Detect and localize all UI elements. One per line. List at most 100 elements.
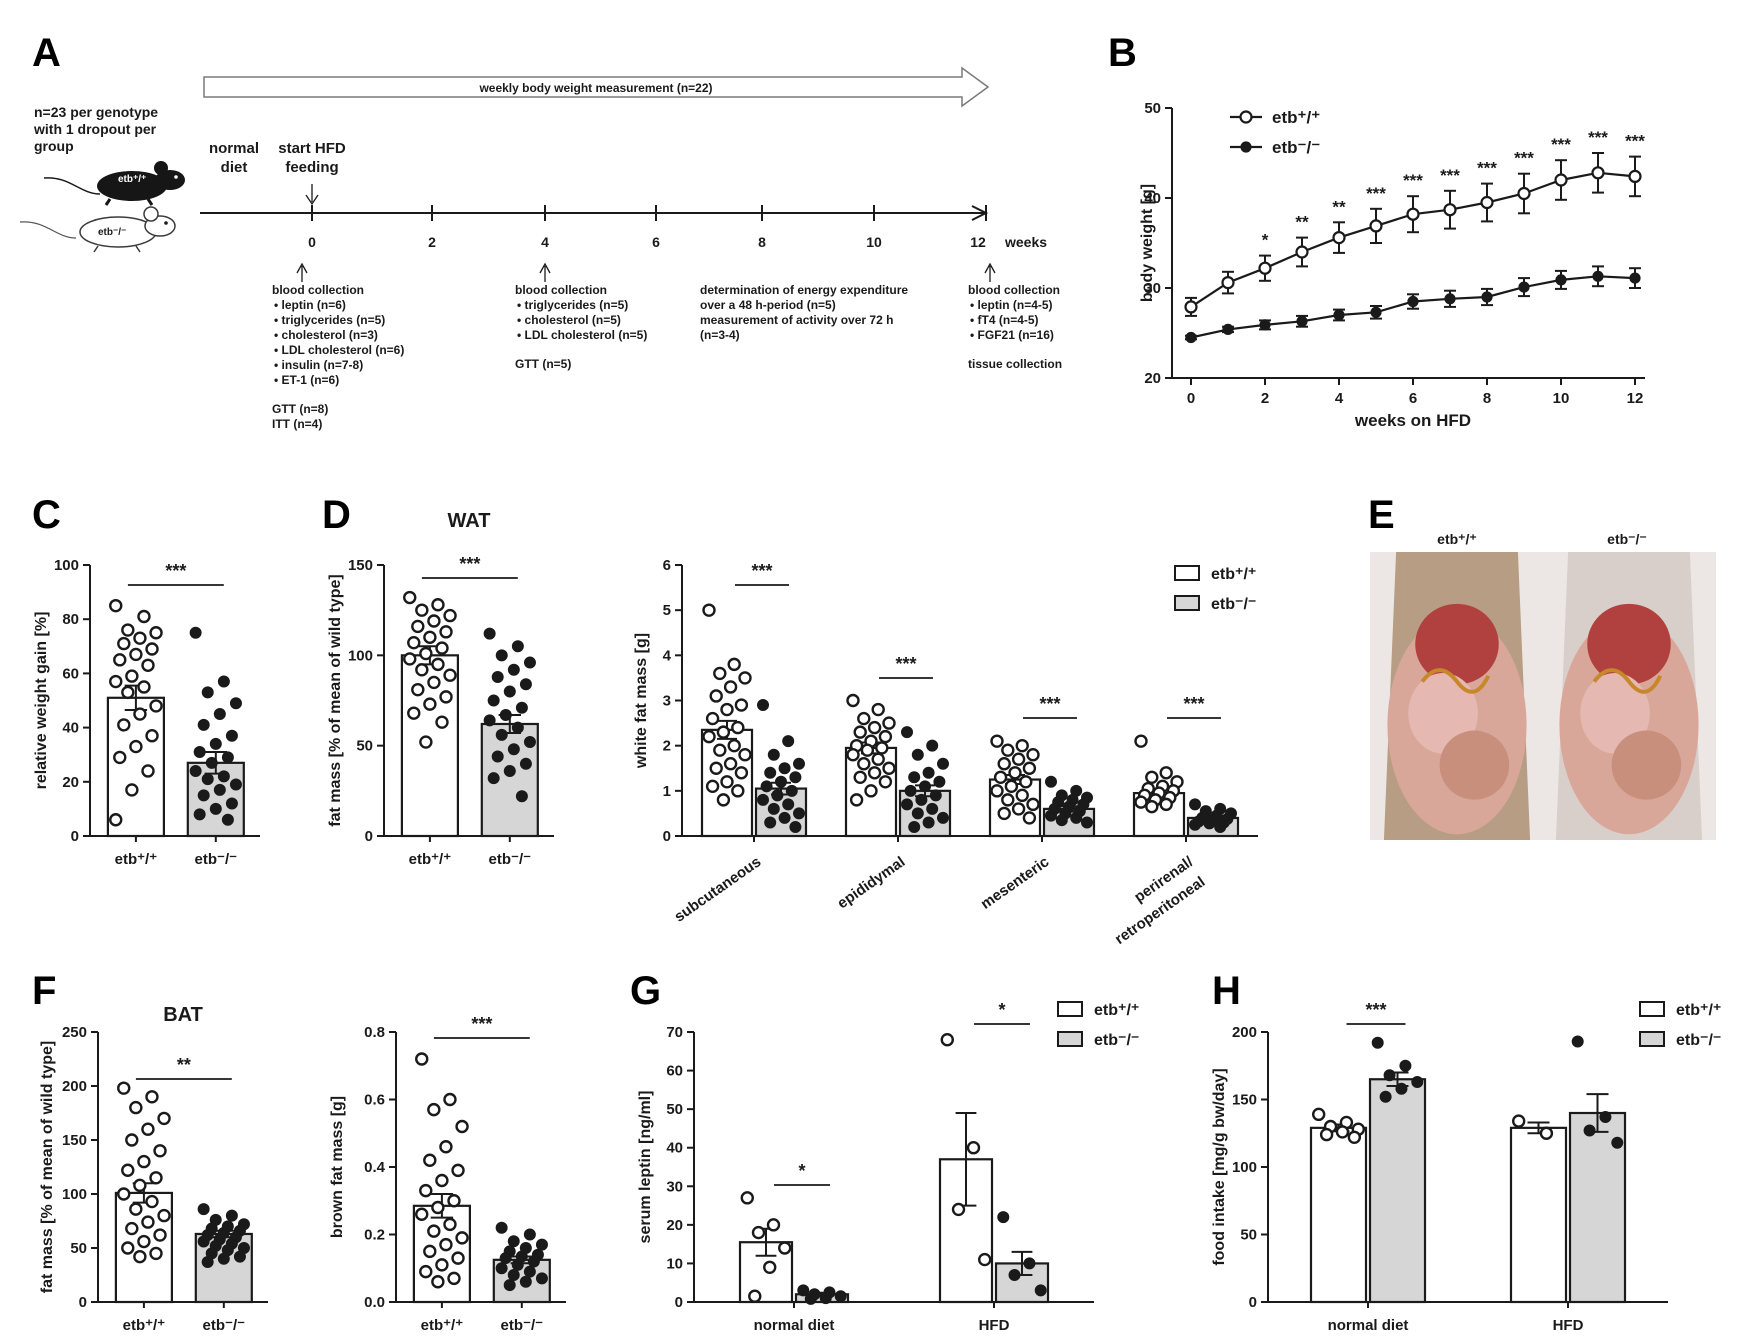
timeline-up-arrows bbox=[297, 264, 995, 282]
data-point bbox=[880, 731, 891, 742]
data-point bbox=[508, 1236, 519, 1247]
data-point bbox=[1020, 776, 1031, 787]
data-point bbox=[230, 698, 241, 709]
data-point bbox=[214, 709, 225, 720]
y-tick-label: 2 bbox=[663, 738, 671, 755]
data-point bbox=[1298, 317, 1307, 326]
data-point bbox=[1161, 767, 1172, 778]
significance-label: * bbox=[798, 1161, 805, 1181]
data-point bbox=[500, 709, 511, 720]
data-point bbox=[424, 1155, 435, 1166]
data-point bbox=[1028, 749, 1039, 760]
data-point bbox=[1556, 175, 1567, 186]
timeline-tick-label: 4 bbox=[541, 234, 549, 250]
data-point bbox=[912, 808, 923, 819]
chart-g-serum-leptin: 010203040506070serum leptin [ng/ml]norma… bbox=[637, 1000, 1139, 1334]
y-tick-label: 80 bbox=[62, 611, 79, 628]
significance-label: *** bbox=[1477, 159, 1497, 178]
data-point bbox=[953, 1204, 964, 1215]
y-tick-label: 0 bbox=[79, 1294, 87, 1311]
y-tick-label: 20 bbox=[666, 1217, 683, 1234]
data-point bbox=[1396, 1083, 1407, 1094]
data-point bbox=[736, 767, 747, 778]
timeline-ticks: 024681012 bbox=[308, 205, 986, 250]
data-point bbox=[1261, 320, 1270, 329]
data-point bbox=[1224, 325, 1233, 334]
x-tick-label: 2 bbox=[1261, 390, 1269, 407]
data-point bbox=[704, 605, 715, 616]
data-point bbox=[198, 1236, 209, 1247]
significance-label: * bbox=[1262, 231, 1269, 250]
data-point bbox=[448, 1273, 459, 1284]
data-point bbox=[122, 1243, 133, 1254]
note-item: • FGF21 (n=16) bbox=[970, 328, 1054, 342]
data-point bbox=[968, 1142, 979, 1153]
data-point bbox=[740, 672, 751, 683]
data-point bbox=[1380, 1091, 1391, 1102]
category-label: etb⁻/⁻ bbox=[501, 1317, 544, 1334]
data-point bbox=[768, 1219, 779, 1230]
significance-label: *** bbox=[1625, 132, 1645, 151]
data-point bbox=[1384, 1070, 1395, 1081]
data-point bbox=[1409, 297, 1418, 306]
data-point bbox=[805, 1293, 816, 1304]
data-point bbox=[909, 821, 920, 832]
data-point bbox=[424, 699, 435, 710]
data-point bbox=[1541, 1128, 1552, 1139]
data-point bbox=[130, 649, 141, 660]
data-point bbox=[1146, 772, 1157, 783]
data-point bbox=[194, 746, 205, 757]
data-point bbox=[202, 687, 213, 698]
up-arrow bbox=[985, 264, 995, 282]
panel-letter-f: F bbox=[32, 969, 56, 1013]
note-title: blood collection bbox=[272, 283, 364, 297]
data-point bbox=[1483, 293, 1492, 302]
data-point bbox=[707, 781, 718, 792]
y-tick-label: 20 bbox=[62, 774, 79, 791]
photo-fat bbox=[1440, 731, 1510, 800]
y-tick-label: 40 bbox=[62, 720, 79, 737]
data-point bbox=[218, 1253, 229, 1264]
y-tick-label: 3 bbox=[663, 693, 671, 710]
data-point bbox=[1046, 810, 1057, 821]
data-point bbox=[218, 676, 229, 687]
data-point bbox=[508, 664, 519, 675]
data-point bbox=[783, 799, 794, 810]
data-point bbox=[210, 803, 221, 814]
data-point bbox=[524, 1266, 535, 1277]
y-tick-label: 150 bbox=[1232, 1092, 1257, 1109]
data-point bbox=[758, 794, 769, 805]
data-point bbox=[496, 1222, 507, 1233]
data-point bbox=[1013, 803, 1024, 814]
y-tick-label: 150 bbox=[62, 1132, 87, 1149]
data-point bbox=[1215, 821, 1226, 832]
up-arrow bbox=[297, 264, 307, 282]
y-tick-label: 30 bbox=[666, 1178, 683, 1195]
data-point bbox=[1313, 1109, 1324, 1120]
data-point bbox=[718, 794, 729, 805]
note-extra: GTT (n=5) bbox=[515, 357, 571, 371]
data-point bbox=[142, 1124, 153, 1135]
data-point bbox=[938, 812, 949, 823]
data-point bbox=[902, 727, 913, 738]
data-point bbox=[732, 722, 743, 733]
data-point bbox=[230, 779, 241, 790]
data-point bbox=[504, 765, 515, 776]
data-point bbox=[190, 765, 201, 776]
legend-marker bbox=[1242, 143, 1251, 152]
category-label: subcutaneous bbox=[671, 853, 764, 925]
significance-label: *** bbox=[1039, 694, 1060, 714]
data-point bbox=[869, 722, 880, 733]
data-point bbox=[492, 672, 503, 683]
y-axis-label: serum leptin [ng/ml] bbox=[637, 1091, 654, 1244]
category-label: epididymal bbox=[834, 853, 908, 912]
data-point bbox=[134, 633, 145, 644]
data-point bbox=[445, 670, 456, 681]
panel-letter-h: H bbox=[1212, 969, 1241, 1013]
bar bbox=[1370, 1079, 1425, 1302]
chart-h-food-intake: 050100150200food intake [mg/g bw/day]nor… bbox=[1211, 1000, 1721, 1334]
data-point bbox=[453, 1165, 464, 1176]
data-point bbox=[783, 736, 794, 747]
data-point bbox=[1136, 797, 1147, 808]
data-point bbox=[866, 785, 877, 796]
